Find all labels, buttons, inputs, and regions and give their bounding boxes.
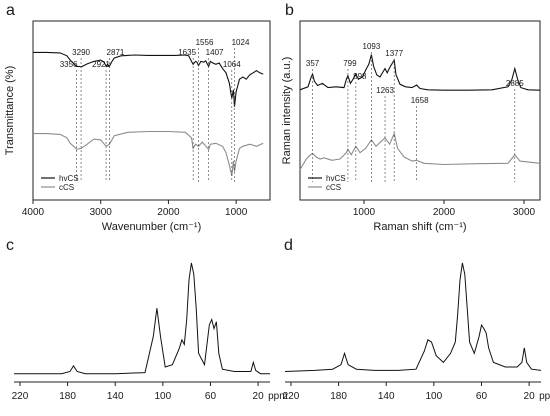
x-tick-label: 100 [154,391,171,402]
x-axis-title: Wavenumber (cm⁻¹) [102,221,202,233]
series-line-hvCS [33,51,264,107]
panel-letter: c [6,237,14,254]
x-tick-label: 60 [476,391,488,402]
x-tick-label: 2000 [157,207,180,218]
peak-label: 1658 [411,96,429,105]
x-tick-label: 140 [378,391,395,402]
peak-label: 1263 [376,86,394,95]
x-tick-label: 4000 [22,207,45,218]
x-tick-label: 3000 [90,207,113,218]
nmr-spectrum-line [284,262,542,372]
peak-label: 2885 [506,79,524,88]
legend-label: hvCS [326,174,346,183]
x-tick-label: 140 [107,391,124,402]
peak-label: 1635 [178,48,196,57]
y-axis-title: Transmittance (%) [4,66,16,155]
x-tick-label: 180 [330,391,347,402]
plot-frame [299,20,541,201]
panel-letter: a [6,2,15,19]
legend-label: hvCS [59,174,79,183]
panel-letter: b [285,2,294,19]
x-tick-label: 180 [59,391,76,402]
x-tick-label: 3000 [513,207,536,218]
panel-b: b 1000 2000 3000 Raman shift (cm⁻¹) Raman int… [281,2,541,233]
x-tick-label: 220 [283,391,300,402]
series-line-cCS [33,130,264,177]
panel-letter: d [284,237,293,254]
series-line-cCS [299,131,541,170]
x-tick-label: 1000 [225,207,248,218]
peak-label: 799 [343,59,357,68]
x-tick-label: 220 [12,391,29,402]
peak-label: 1377 [385,49,403,58]
peak-label: 1407 [206,48,224,57]
plot-frame [32,20,271,201]
legend-label: cCS [326,183,341,192]
panel-a: a 4000 3000 2000 1000 Wavenumber (cm⁻¹) Transm… [4,2,271,233]
peak-label: 1024 [232,38,250,47]
x-tick-label: 20 [253,391,265,402]
panel-c: c 220 180 140 100 60 20 ppm [6,237,288,402]
x-tick-label: 20 [524,391,536,402]
x-unit-label: ppm [268,391,287,402]
peak-label: 2871 [107,48,125,57]
x-axis-title: Raman shift (cm⁻¹) [373,221,466,233]
peak-label: 357 [306,59,320,68]
peak-label: 1556 [196,38,214,47]
x-tick-label: 60 [205,391,217,402]
peak-label: 3356 [60,60,78,69]
x-tick-label: 2000 [433,207,456,218]
y-axis-title: Raman intensity (a.u.) [281,57,293,165]
x-tick-label: 1000 [353,207,376,218]
peak-label: 1093 [363,42,381,51]
peak-label: 2921 [92,60,110,69]
x-unit-label: ppm [539,391,550,402]
legend-label: cCS [59,183,74,192]
peak-label: 1064 [223,60,241,69]
x-tick-label: 100 [425,391,442,402]
nmr-spectrum-line [14,262,270,375]
peak-label: 3290 [72,48,90,57]
peak-label: 898 [353,72,367,81]
series-line-hvCS [299,54,541,91]
